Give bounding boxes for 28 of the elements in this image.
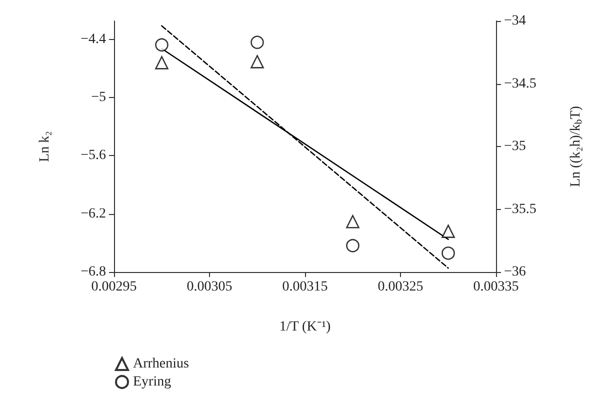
y2-tick-label: −36 bbox=[504, 264, 526, 280]
x-tick-label: 0.00315 bbox=[282, 280, 328, 294]
x-tick-label: 0.00325 bbox=[378, 280, 424, 294]
point bbox=[250, 36, 264, 49]
y2-tick-label: −34.5 bbox=[504, 76, 536, 92]
x-tick-label: 0.00295 bbox=[91, 280, 137, 294]
point bbox=[346, 214, 360, 228]
point bbox=[442, 224, 455, 238]
y-tick-label: −6.8 bbox=[80, 264, 106, 280]
x-axis-title: 1/T (K⁻¹) bbox=[279, 320, 331, 334]
point bbox=[250, 55, 264, 68]
point bbox=[442, 246, 455, 260]
point bbox=[346, 239, 360, 252]
y2-tick-label: −35.5 bbox=[504, 202, 536, 217]
legend-label: Eyring bbox=[133, 374, 172, 390]
y-tick-label: −5.6 bbox=[80, 148, 106, 164]
y-axis-title: Ln k₂ bbox=[38, 130, 52, 162]
x-tick-label: 0.00335 bbox=[473, 280, 519, 294]
legend-label: Arrhenius bbox=[133, 356, 189, 372]
x-tick-label: 0.00305 bbox=[186, 280, 232, 294]
y2-tick-label: −35 bbox=[504, 139, 526, 154]
y-tick-label: −4.4 bbox=[80, 32, 106, 47]
point bbox=[155, 56, 168, 70]
y-tick-label: −5 bbox=[91, 90, 106, 106]
y-tick-label: −6.2 bbox=[80, 206, 106, 222]
y2-tick-label: −34 bbox=[504, 14, 526, 28]
point bbox=[155, 38, 168, 52]
y2-axis-title: Ln ((k₂h)/kbT) bbox=[568, 106, 584, 188]
